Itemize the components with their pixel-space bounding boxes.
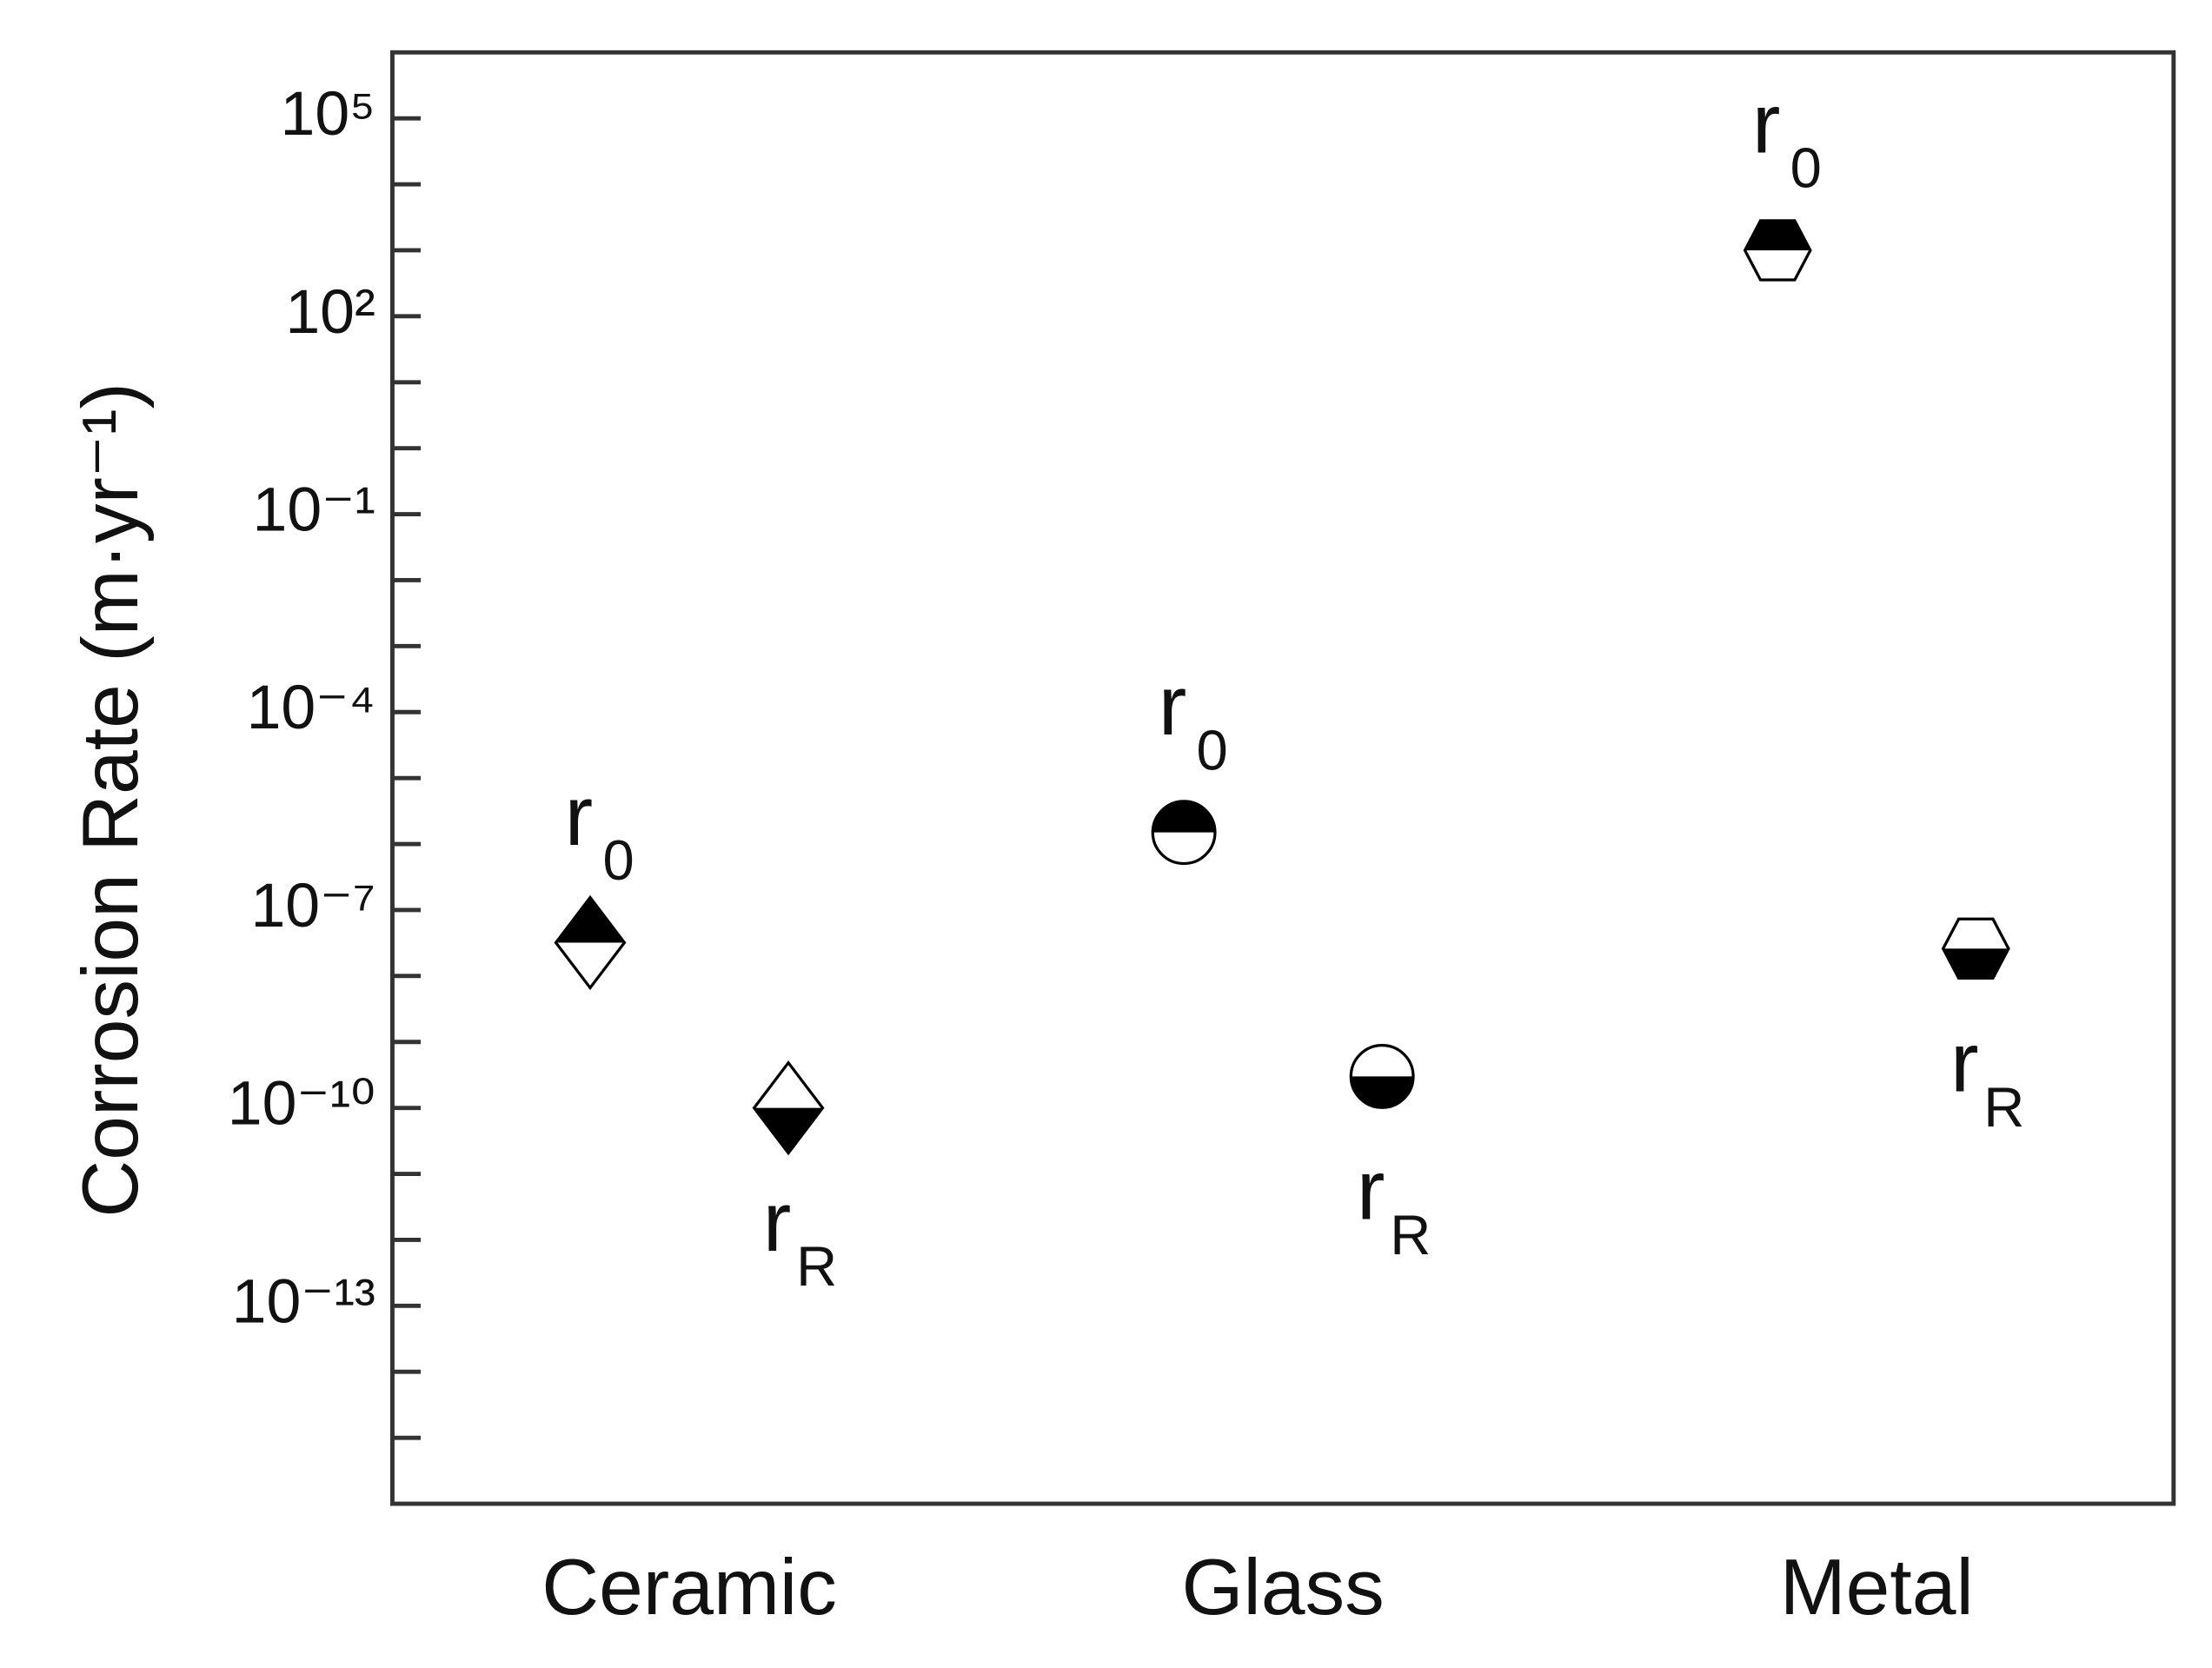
point-label-subscript: 0 [602, 828, 634, 892]
point-label-subscript: R [1983, 1075, 2024, 1139]
point-label: r [763, 1174, 792, 1269]
y-tick-label: 10⁻⁴ [247, 673, 375, 742]
point-label: r [1159, 658, 1187, 753]
y-tick-label: 10⁻¹ [253, 475, 375, 544]
point-label: r [565, 768, 594, 863]
point-label-subscript: 0 [1197, 718, 1228, 781]
point-label: r [1357, 1143, 1385, 1238]
y-tick-label: 10⁻⁷ [250, 871, 375, 940]
marker-fill [754, 1107, 823, 1153]
x-tick-label: Glass [1182, 1543, 1385, 1631]
point-label-subscript: 0 [1790, 136, 1822, 200]
marker-fill [1943, 948, 2009, 979]
y-tick-label: 10² [285, 277, 375, 347]
point-label-subscript: R [1390, 1203, 1431, 1266]
y-tick-label: 10⁻¹³ [232, 1266, 375, 1336]
marker-fill [555, 897, 625, 943]
marker-fill [1152, 801, 1215, 833]
point-label-subscript: R [796, 1234, 837, 1298]
y-tick-label: 10⁵ [280, 79, 375, 149]
x-tick-label: Ceramic [541, 1543, 837, 1631]
plot-frame [390, 50, 2176, 1506]
marker-fill [1744, 220, 1810, 250]
point-label: r [1950, 1015, 1979, 1110]
y-axis-title: Corrosion Rate (m·yr⁻¹) [66, 382, 155, 1217]
point-label: r [1752, 76, 1781, 170]
y-tick-label: 10⁻¹⁰ [228, 1069, 375, 1139]
x-tick-label: Metal [1780, 1543, 1974, 1631]
marker-fill [1351, 1076, 1413, 1108]
